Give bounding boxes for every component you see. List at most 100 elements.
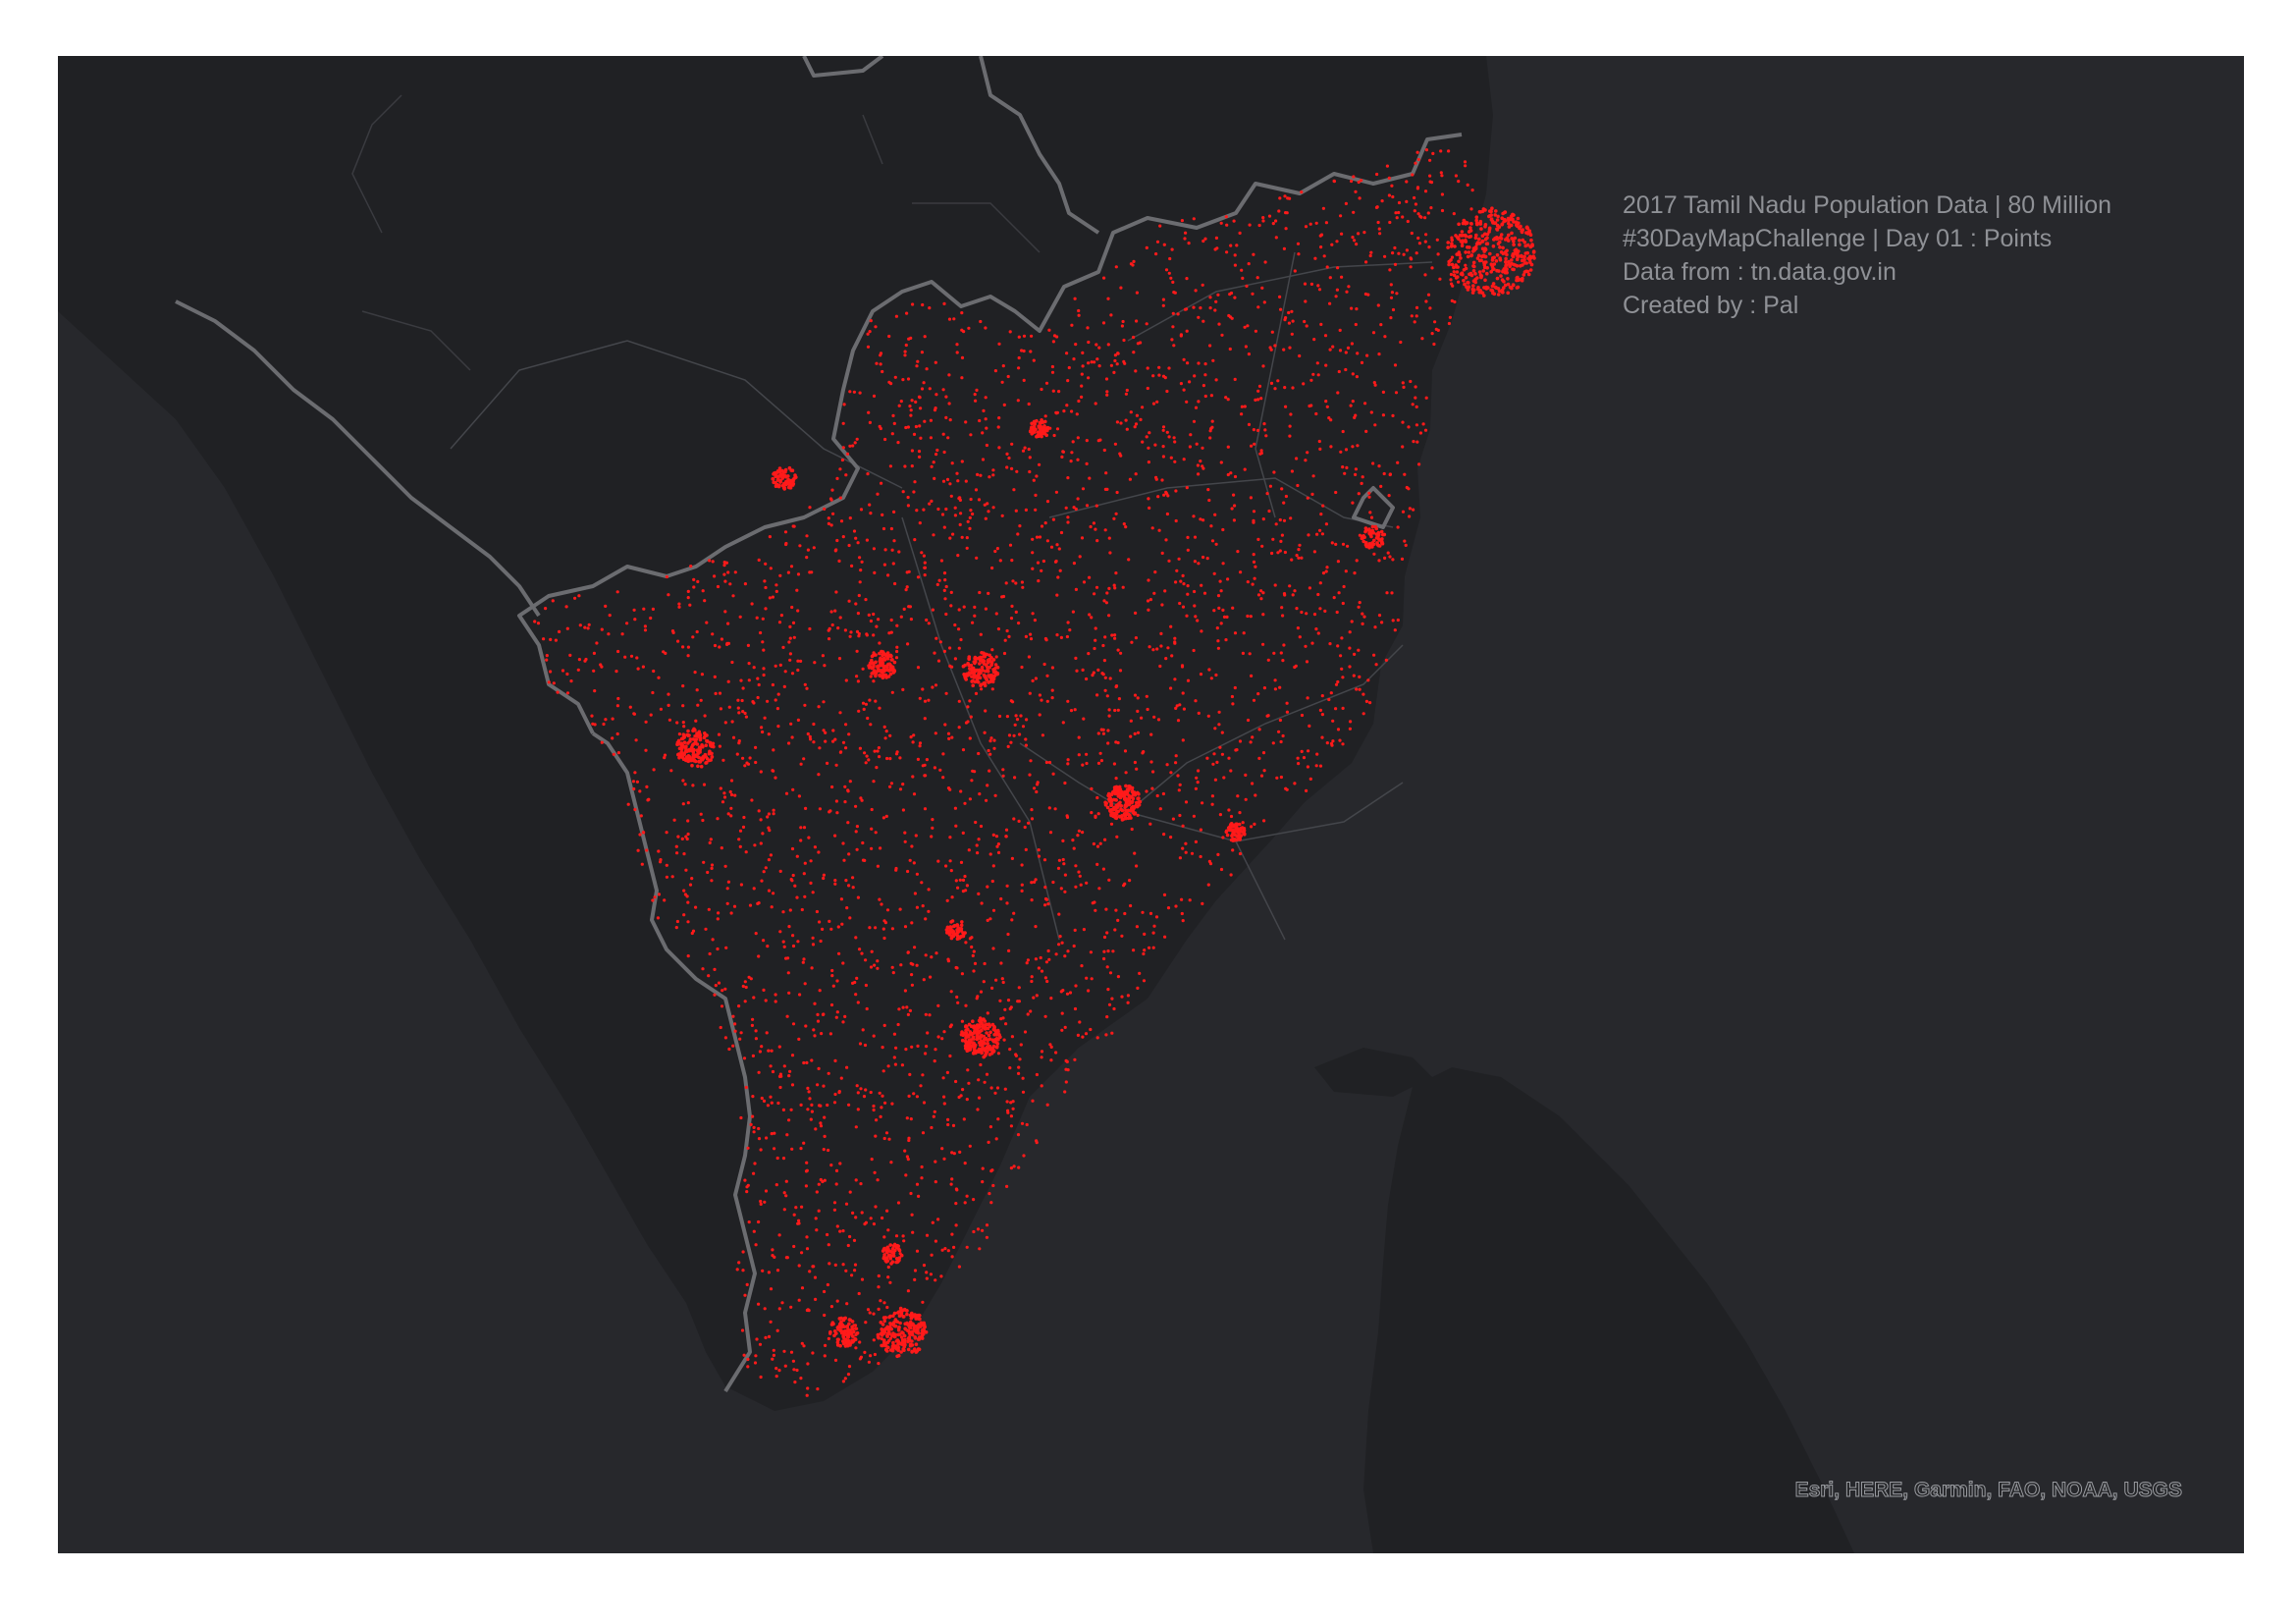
population-point [834, 590, 838, 594]
population-point [1022, 349, 1026, 353]
population-point [1271, 741, 1275, 745]
population-point [854, 602, 858, 606]
population-point [1266, 714, 1270, 718]
map-frame[interactable]: 2017 Tamil Nadu Population Data | 80 Mil… [58, 56, 2244, 1553]
population-point [949, 869, 953, 873]
population-point [1057, 390, 1061, 394]
population-point [1283, 194, 1287, 198]
population-point [997, 342, 1001, 346]
population-point [850, 1320, 855, 1324]
population-point [827, 1071, 830, 1075]
population-point [864, 761, 868, 765]
population-point [808, 626, 812, 631]
population-point [874, 325, 878, 329]
population-point [1295, 457, 1299, 460]
population-point [1140, 716, 1144, 720]
population-point [1017, 1000, 1021, 1003]
population-point [1108, 551, 1112, 555]
population-point [743, 1000, 747, 1003]
population-point [1413, 209, 1416, 213]
population-point [1158, 224, 1162, 228]
population-point [1012, 1164, 1016, 1168]
population-point [803, 894, 807, 898]
population-point [878, 424, 881, 428]
population-point [741, 686, 745, 690]
population-point [1321, 206, 1325, 210]
map-canvas[interactable] [58, 56, 2244, 1553]
population-point [757, 1137, 762, 1141]
population-point [1416, 212, 1420, 216]
population-point [768, 829, 772, 833]
population-point [896, 1332, 901, 1337]
population-point [823, 1115, 827, 1119]
population-point [804, 806, 808, 811]
population-point [898, 1321, 902, 1326]
population-point [1423, 428, 1428, 432]
population-point [1385, 591, 1389, 595]
population-point [1369, 250, 1373, 254]
population-point [803, 682, 807, 686]
population-point [1217, 723, 1221, 727]
population-point [1230, 694, 1234, 699]
population-point [1167, 559, 1171, 563]
population-point [997, 416, 1001, 420]
population-point [1055, 543, 1059, 547]
population-point [1095, 357, 1099, 361]
population-point [1473, 272, 1477, 276]
population-point [969, 1032, 974, 1037]
population-point [1070, 409, 1074, 413]
population-point [1246, 614, 1250, 619]
population-point [1518, 226, 1522, 231]
population-point [1009, 699, 1013, 703]
population-point [1178, 813, 1182, 818]
population-point [1180, 219, 1184, 223]
population-point [802, 1060, 806, 1065]
population-point [1405, 485, 1409, 490]
population-point [1161, 445, 1165, 449]
population-point [1046, 902, 1050, 906]
population-point [1500, 288, 1505, 293]
population-point [1259, 774, 1264, 778]
population-point [824, 739, 828, 743]
population-point [882, 1301, 886, 1305]
population-point [888, 733, 892, 737]
population-point [891, 1244, 896, 1248]
population-point [848, 916, 852, 920]
population-point [882, 1338, 886, 1342]
population-point [1017, 335, 1021, 339]
map-attribution[interactable]: Esri, HERE, Garmin, FAO, NOAA, USGS [1794, 1479, 2182, 1502]
population-point [1440, 174, 1444, 178]
population-point [892, 1032, 897, 1036]
population-point [1320, 694, 1324, 698]
population-point [1042, 858, 1047, 862]
population-point [773, 1131, 776, 1135]
population-point [1233, 253, 1237, 257]
population-point [1500, 278, 1505, 282]
population-point [1511, 212, 1515, 217]
population-point [720, 846, 723, 850]
population-point [864, 958, 868, 962]
population-point [1118, 815, 1122, 819]
population-point [720, 637, 724, 641]
population-point [894, 1257, 899, 1261]
population-point [1124, 771, 1128, 775]
population-point [983, 503, 987, 507]
population-point [1019, 1043, 1023, 1047]
population-point [611, 717, 614, 721]
population-point [1270, 551, 1274, 556]
population-point [980, 1043, 985, 1047]
population-point [836, 925, 840, 929]
population-point [1290, 332, 1294, 336]
population-point [1290, 469, 1294, 473]
population-point [1113, 797, 1118, 802]
population-point [723, 1036, 728, 1040]
population-point [1469, 253, 1474, 257]
population-point [1229, 769, 1233, 773]
population-point [1345, 290, 1349, 294]
population-point [653, 895, 657, 899]
population-point [903, 1338, 907, 1343]
population-point [558, 629, 561, 634]
population-point [880, 670, 884, 675]
population-point [934, 1048, 937, 1052]
population-point [592, 669, 596, 673]
